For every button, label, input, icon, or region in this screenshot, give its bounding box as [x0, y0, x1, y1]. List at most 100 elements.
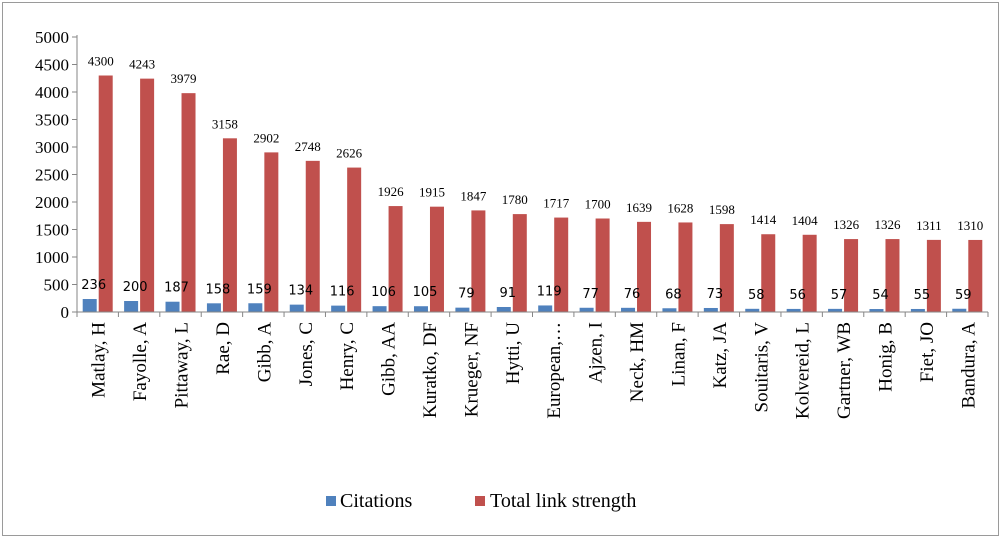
data-label-citations: 116: [330, 285, 355, 300]
bar-total-link-strength: [554, 217, 569, 312]
bar-total-link-strength: [678, 222, 693, 312]
bar-citations: [579, 307, 594, 312]
bar-citations: [538, 305, 553, 312]
bar-total-link-strength: [719, 224, 734, 312]
bar-total-link-strength: [181, 93, 196, 312]
data-label-citations: 54: [872, 288, 889, 303]
x-category-label: Linan, F: [668, 322, 689, 386]
bar-citations: [206, 303, 221, 312]
data-label-total-link-strength: 1780: [502, 192, 528, 207]
data-label-total-link-strength: 1326: [874, 217, 901, 232]
x-category-label: Fayolle, A: [130, 322, 151, 401]
legend-label-total-link-strength: Total link strength: [490, 490, 636, 512]
data-label-citations: 119: [537, 284, 562, 299]
data-label-total-link-strength: 1598: [709, 202, 735, 217]
y-tick-label: 1500: [35, 221, 69, 240]
bar-citations: [165, 301, 180, 312]
y-tick-label: 3000: [35, 138, 69, 157]
data-label-total-link-strength: 4300: [88, 54, 114, 69]
x-category-label: Fiet, JO: [917, 322, 938, 382]
x-category-label: Ajzen, I: [586, 322, 607, 383]
bar-total-link-strength: [885, 239, 900, 312]
x-category-label: Kuratko, DF: [420, 322, 441, 418]
data-labels: 236 4300 200 4243 187 3979 158 3158 159 2902 134 27…: [81, 54, 983, 304]
bar-citations: [248, 303, 263, 312]
bar-total-link-strength: [844, 239, 859, 312]
data-label-total-link-strength: 1326: [833, 217, 860, 232]
bar-total-link-strength: [471, 210, 486, 312]
x-category-label: Rae, D: [213, 322, 234, 375]
data-label-citations: 73: [707, 287, 724, 302]
x-category-label: Gartner, WB: [834, 322, 855, 419]
data-label-citations: 159: [247, 282, 272, 297]
bar-citations: [413, 306, 428, 312]
data-label-total-link-strength: 3979: [171, 71, 197, 86]
x-category-label: Kolvereid, L: [793, 322, 814, 419]
bar-citations: [496, 306, 511, 312]
bar-citations: [828, 308, 843, 312]
bar-citations: [745, 308, 760, 312]
data-label-total-link-strength: 1700: [585, 197, 611, 212]
y-tick-label: 500: [44, 276, 70, 295]
bar-total-link-strength: [595, 218, 610, 312]
data-label-total-link-strength: 1310: [957, 218, 983, 233]
x-category-label: Matlay, H: [89, 322, 110, 398]
bar-citations: [331, 305, 346, 312]
bar-citations: [455, 307, 470, 312]
bar-citations: [703, 307, 718, 312]
data-label-citations: 59: [955, 288, 972, 303]
bar-chart: 0 500 1000 1500 2000 2500 3000 3500 4000 4500 5000…: [35, 28, 989, 512]
bar-total-link-strength: [761, 234, 776, 312]
x-category-label: European,…: [544, 322, 565, 419]
x-axis: Matlay, H Fayolle, A Pittaway, L Rae, D Gibb…: [76, 311, 989, 419]
bar-citations: [372, 306, 387, 312]
data-label-total-link-strength: 1628: [667, 200, 693, 215]
x-category-label: Souitaris, V: [751, 322, 772, 413]
x-category-label: Honig, B: [875, 322, 896, 392]
bar-total-link-strength: [512, 214, 527, 312]
data-label-citations: 68: [665, 287, 682, 302]
bar-total-link-strength: [388, 206, 403, 312]
legend: Citations Total link strength: [326, 490, 636, 512]
y-tick-label: 3500: [35, 111, 69, 130]
data-label-citations: 57: [831, 288, 848, 303]
data-label-citations: 106: [371, 285, 396, 300]
data-label-total-link-strength: 2626: [336, 146, 363, 161]
bar-total-link-strength: [802, 234, 817, 312]
data-label-citations: 200: [123, 280, 148, 295]
bar-total-link-strength: [264, 152, 279, 312]
data-label-citations: 56: [789, 288, 806, 303]
legend-label-citations: Citations: [340, 490, 412, 512]
data-label-citations: 77: [582, 287, 599, 302]
y-tick-label: 2000: [35, 193, 69, 212]
bar-citations: [662, 308, 677, 312]
bar-total-link-strength: [926, 239, 941, 312]
y-tick-label: 1000: [35, 248, 69, 267]
data-label-total-link-strength: 3158: [212, 116, 238, 131]
data-label-citations: 236: [81, 278, 106, 293]
data-label-total-link-strength: 1639: [626, 200, 652, 215]
data-label-total-link-strength: 2748: [295, 139, 321, 154]
bar-total-link-strength: [968, 239, 983, 312]
data-label-total-link-strength: 1847: [460, 188, 487, 203]
bar-citations: [289, 304, 304, 312]
data-label-total-link-strength: 1926: [378, 184, 405, 199]
x-category-label: Hytti, U: [503, 322, 524, 385]
y-tick-label: 2500: [35, 166, 69, 185]
bar-total-link-strength: [222, 138, 237, 312]
data-label-citations: 55: [914, 288, 931, 303]
bar-citations: [82, 299, 97, 312]
bar-citations: [952, 308, 967, 312]
legend-swatch-citations: [326, 496, 336, 506]
data-label-citations: 91: [500, 286, 517, 301]
bar-total-link-strength: [98, 75, 113, 312]
bar-total-link-strength: [305, 160, 320, 312]
bar-total-link-strength: [429, 206, 444, 312]
bar-citations: [869, 309, 884, 312]
data-label-citations: 76: [624, 287, 641, 302]
bar-citations: [786, 308, 801, 312]
data-label-citations: 187: [164, 281, 189, 296]
bars: [82, 75, 983, 312]
data-label-total-link-strength: 1311: [916, 218, 942, 233]
